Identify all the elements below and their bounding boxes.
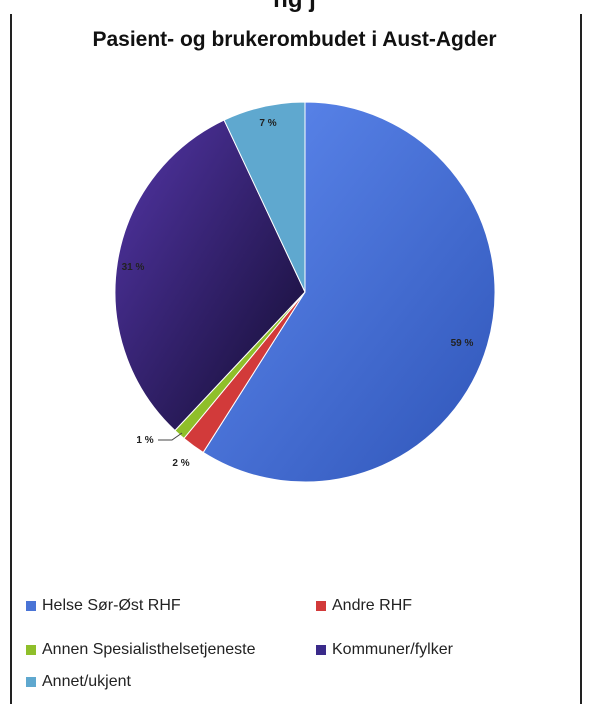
legend-label: Annen Spesialisthelsetjeneste <box>42 641 256 658</box>
legend-item-andre-rhf: Andre RHF <box>316 597 412 615</box>
pie-slice-1 <box>202 101 496 483</box>
legend-label: Annet/ukjent <box>42 673 131 690</box>
pie-slice-5 <box>223 101 306 293</box>
legend-item-annen-spesialisthelsetjeneste: Annen Spesialisthelsetjeneste <box>26 641 255 659</box>
legend-label: Helse Sør-Øst RHF <box>42 597 181 614</box>
chart-title: Pasient- og brukerombudet i Aust-Agder <box>92 28 497 51</box>
legend-swatch <box>26 601 36 611</box>
slice-label-4: 31 % <box>122 262 145 273</box>
legend-swatch <box>316 601 326 611</box>
cropped-header-text: ng j <box>0 0 589 12</box>
legend-swatch <box>316 645 326 655</box>
legend-item-annet-ukjent: Annet/ukjent <box>26 673 131 691</box>
pie-slice-4 <box>114 119 306 432</box>
leader-line <box>158 432 183 441</box>
chart-frame <box>10 14 582 704</box>
slice-label-3: 1 % <box>136 435 153 446</box>
legend-item-helse-sor-ost: Helse Sør-Øst RHF <box>26 597 181 615</box>
slice-label-1: 59 % <box>451 338 474 349</box>
legend-item-kommuner-fylker: Kommuner/fylker <box>316 641 453 659</box>
legend-label: Andre RHF <box>332 597 413 614</box>
legend-label: Kommuner/fylker <box>332 641 453 658</box>
slice-label-5: 7 % <box>259 118 276 129</box>
legend-swatch <box>26 645 36 655</box>
legend-swatch <box>26 677 36 687</box>
slice-label-2: 2 % <box>172 458 189 469</box>
